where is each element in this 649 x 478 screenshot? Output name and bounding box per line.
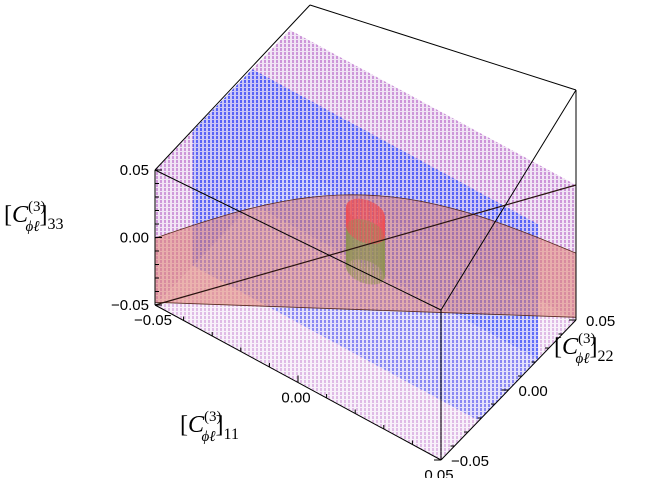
- tick-layer: −0.050.000.05−0.050.000.05−0.050.000.05: [111, 162, 615, 478]
- edge-top-back: [309, 4, 577, 91]
- z-tick-label: 0.05: [120, 162, 149, 179]
- z-axis-label: [C(3) ϕℓ]33: [4, 199, 64, 235]
- edge-top-left: [154, 4, 311, 171]
- x-tick-label: 0.05: [424, 467, 453, 478]
- x-axis-label: [C(3) ϕℓ]11: [180, 409, 239, 445]
- x-tick-label: −0.05: [134, 312, 172, 329]
- y-tick-label: 0.05: [586, 313, 615, 330]
- y-tick-label: 0.00: [519, 383, 548, 400]
- axis-label-layer: [C(3) ϕℓ]33 [C(3) ϕℓ]11 [C(3) ϕℓ]22: [4, 199, 614, 445]
- bounding-box: [154, 4, 577, 461]
- edge-top-right: [440, 89, 577, 311]
- z-tick-label: −0.05: [111, 297, 149, 314]
- y-axis-label: [C(3) ϕℓ]22: [554, 331, 614, 367]
- z-tick-label: 0.00: [120, 230, 149, 247]
- edge-top-front: [154, 169, 442, 311]
- y-tick-label: −0.05: [451, 453, 489, 470]
- x-tick-label: 0.00: [281, 390, 310, 407]
